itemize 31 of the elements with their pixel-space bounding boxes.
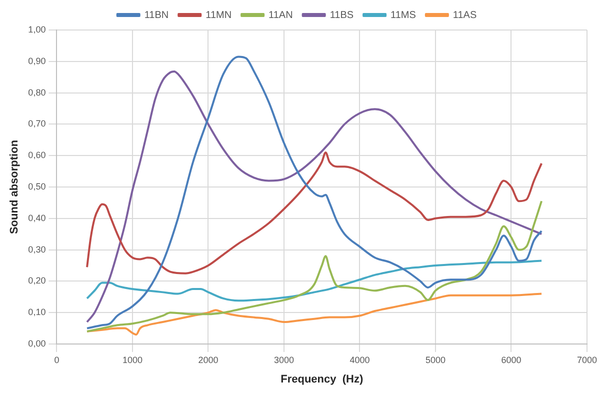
y-tick-label: 0,20: [28, 276, 46, 286]
x-tick-label: 4000: [350, 354, 370, 365]
y-tick-label: 1,00: [28, 24, 46, 34]
line-series: [86, 260, 543, 302]
y-tick-label: 0,30: [28, 244, 46, 254]
x-tick-label: 1000: [122, 354, 142, 365]
x-tick-label: 3000: [274, 354, 294, 365]
legend-label: 11BN: [144, 10, 169, 21]
y-tick-label: 0,10: [28, 307, 46, 318]
x-tick-label: 6000: [501, 354, 522, 365]
y-tick-label: 0,90: [28, 56, 46, 66]
line-series: [86, 151, 543, 274]
legend-label: 11BS: [330, 10, 354, 21]
legend-label: 11MN: [206, 10, 232, 21]
line-series: [86, 292, 543, 336]
y-tick-label: 0,60: [28, 150, 46, 160]
x-tick-label: 0: [54, 354, 60, 365]
y-tick-label: 0,80: [28, 87, 46, 98]
y-tick-label: 0,40: [28, 212, 46, 223]
y-tick-label: 0,50: [28, 181, 46, 192]
x-tick-label: 7000: [576, 354, 598, 365]
legend-label: 11AN: [268, 10, 293, 21]
y-tick-label: 0,70: [28, 118, 46, 129]
legend-label: 11MS: [390, 10, 416, 21]
x-tick-label: 5000: [425, 354, 446, 365]
line-series: [86, 200, 543, 332]
y-tick-label: 0,00: [28, 338, 46, 348]
x-tick-label: 2000: [198, 354, 218, 365]
legend-label: 11AS: [452, 10, 477, 21]
y-axis-title: Sound absorption: [8, 140, 21, 234]
x-axis-title: Frequency (Hz): [280, 373, 364, 386]
